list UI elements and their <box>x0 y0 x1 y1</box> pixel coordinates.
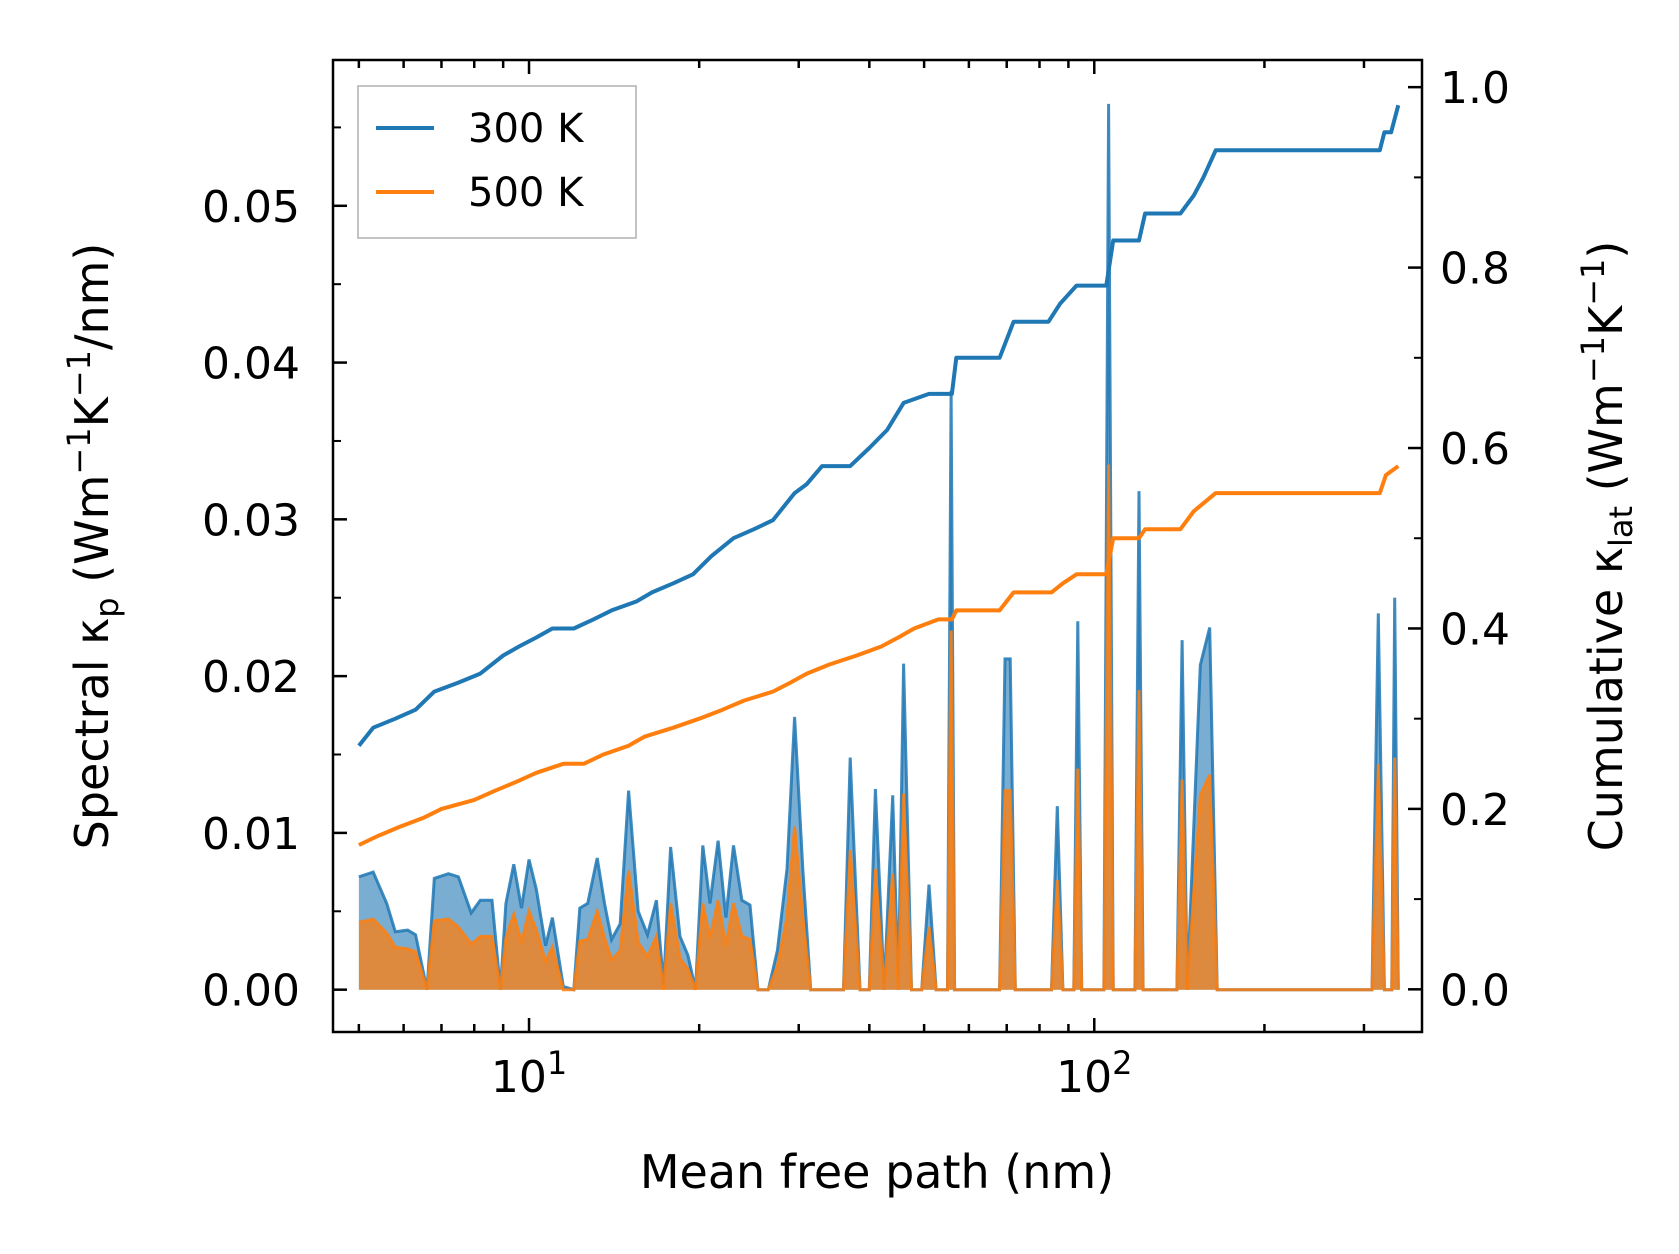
y-tick-label-right: 0.0 <box>1440 965 1510 1016</box>
cumulative-line-500k <box>358 464 1400 847</box>
legend-label-300k: 300 K <box>468 106 585 152</box>
axis-ticks <box>333 60 1422 1032</box>
y-tick-label-right: 1.0 <box>1440 63 1510 114</box>
y-axis-title-left: Spectral κp (Wm−1K−1/nm) <box>60 243 126 850</box>
x-axis-title: Mean free path (nm) <box>640 1145 1114 1199</box>
y-tick-label-right: 0.4 <box>1440 604 1510 655</box>
y-tick-label-left: 0.04 <box>202 339 300 390</box>
y-tick-label-right: 0.6 <box>1440 424 1510 475</box>
y-tick-label-left: 0.02 <box>202 652 300 703</box>
y-tick-label-left: 0.03 <box>202 495 300 546</box>
y-tick-label-right: 0.8 <box>1440 244 1510 295</box>
spectral-line-500k <box>358 464 1400 992</box>
y-tick-label-right: 0.2 <box>1440 785 1510 836</box>
y-axis-title-right: Cumulative κlat (Wm−1K−1) <box>1574 241 1640 852</box>
legend-frame <box>357 85 637 239</box>
axes-frame <box>331 58 1424 1034</box>
spectral-line-300k <box>358 103 1400 992</box>
axis-tick-labels: 101 102 0.00 0.01 0.02 0.03 0.04 0.05 0.0 0.2 0.4 0… <box>202 63 1510 1103</box>
legend-label-500k: 500 K <box>468 170 585 216</box>
spectral-fill-500k <box>358 464 1399 990</box>
x-tick-label: 101 <box>491 1044 567 1103</box>
cumulative-line-300k <box>357 104 1401 747</box>
y-tick-label-left: 0.00 <box>202 966 300 1017</box>
legend: 300 K 500 K <box>357 85 637 239</box>
series-lines <box>357 104 1401 847</box>
spectral-fills <box>358 103 1400 992</box>
x-tick-label: 102 <box>1056 1044 1132 1103</box>
y-tick-label-left: 0.05 <box>202 182 300 233</box>
y-tick-label-left: 0.01 <box>202 809 300 860</box>
